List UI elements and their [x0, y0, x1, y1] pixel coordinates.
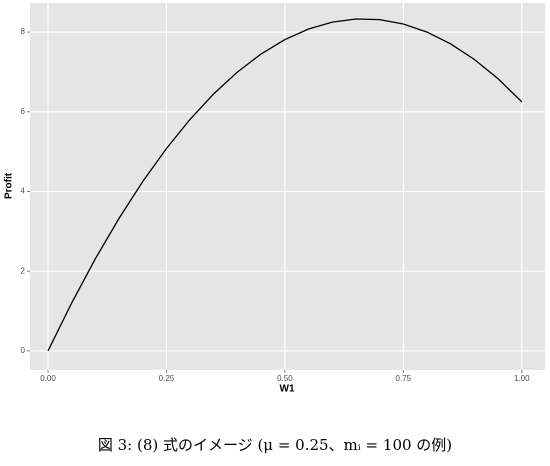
y-tick-label: 8 — [21, 27, 26, 36]
x-axis-title: W1 — [280, 384, 295, 395]
x-tick-label: 0.75 — [396, 374, 412, 383]
y-axis-title: Profit — [4, 172, 15, 199]
x-tick-label: 0.00 — [40, 374, 56, 383]
y-tick-label: 0 — [21, 346, 26, 355]
line — [47, 18, 523, 352]
y-tick-label: 2 — [21, 266, 26, 275]
x-tick-label: 0.25 — [159, 374, 175, 383]
caption: 図 3: (8) 式のイメージ (μ = 0.25、mᵢ = 100 の例) — [98, 436, 452, 454]
plot-panel — [30, 3, 545, 370]
y-tick-label: 6 — [21, 107, 26, 116]
y-tick-label: 4 — [21, 187, 26, 196]
x-tick-label: 0.50 — [277, 374, 293, 383]
x-tick-label: 1.00 — [514, 374, 530, 383]
